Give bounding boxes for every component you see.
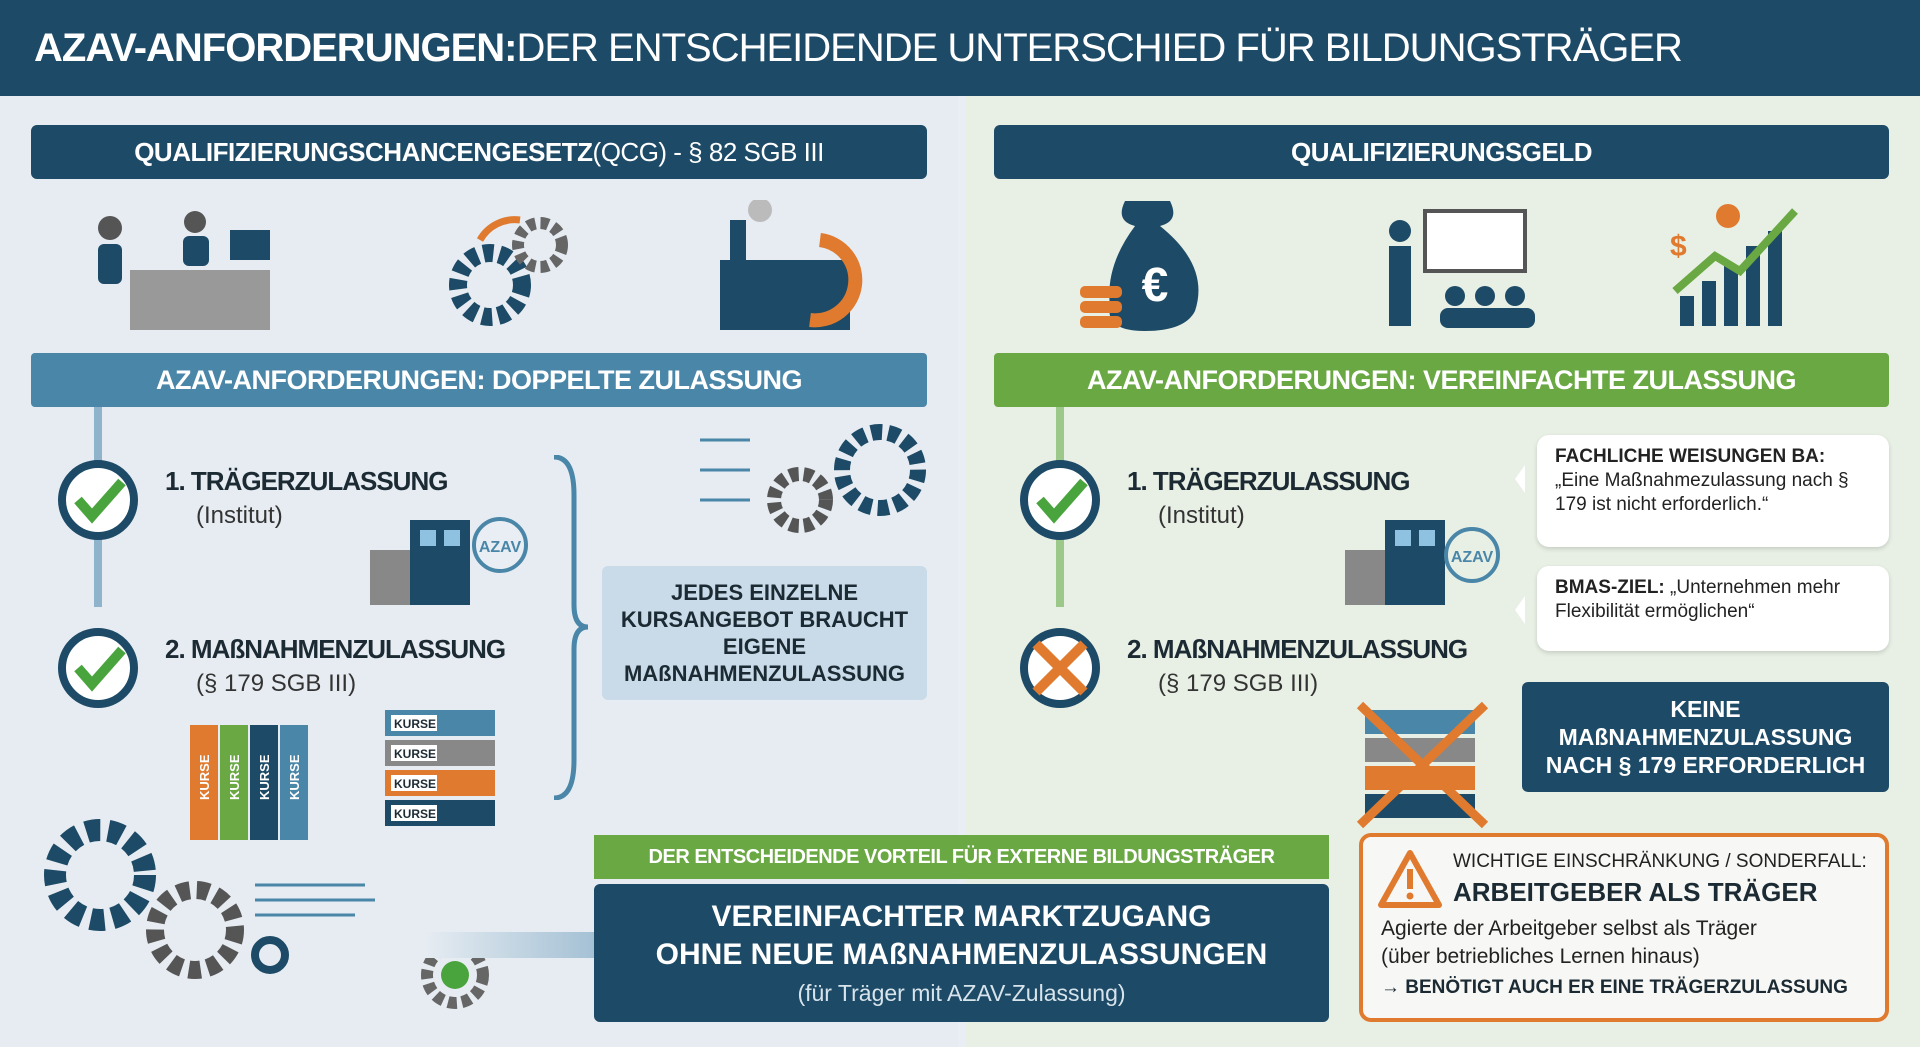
warning-icon [1378, 850, 1442, 908]
warning-text3: → BENÖTIGT AUCH ER EINE TRÄGERZULASSUNG [1381, 977, 1848, 998]
item-sub: (§ 179 SGB III) [1158, 670, 1319, 697]
bottom-label: DER ENTSCHEIDENDE VORTEIL FÜR EXTERNE BI… [594, 835, 1329, 879]
bracket [553, 455, 589, 800]
item-title: 1. TRÄGERZULASSUNG [165, 466, 448, 496]
svg-text:€: € [1142, 259, 1169, 312]
bottom-sub: (für Träger mit AZAV-Zulassung) [797, 980, 1126, 1006]
binder-label: KURSE [394, 777, 436, 791]
ba-bubble-title: FACHLICHE WEISUNGEN BA: [1555, 446, 1826, 467]
binder-label: KURSE [227, 754, 242, 800]
building-icon: AZAV [1345, 520, 1500, 605]
qcg-header: QUALIFIZIERUNGSCHANCENGESETZ (QCG) - § 8… [31, 125, 927, 179]
check-icon [1020, 460, 1100, 540]
warning-text1: Agierte der Arbeitgeber selbst als Träge… [1381, 917, 1757, 940]
right-band: AZAV-ANFORDERUNGEN: VEREINFACHTE ZULASSU… [994, 353, 1889, 407]
binder-label: KURSE [257, 754, 272, 800]
presentation-icon [1389, 209, 1535, 328]
bmas-bubble: BMAS-ZIEL: „Unternehmen mehr Flexibilitä… [1515, 566, 1889, 651]
azav-stamp: AZAV [479, 539, 522, 556]
page-title: AZAV-ANFORDERUNGEN: DER ENTSCHEIDENDE UN… [0, 0, 1920, 96]
check-icon [58, 628, 138, 708]
bmas-bubble-title: BMAS-ZIEL: [1555, 577, 1665, 598]
bottom-box: VEREINFACHTER MARKTZUGANG OHNE NEUE MAßN… [594, 884, 1329, 1022]
gears-circuit-icon [44, 819, 489, 1009]
consultation-icon [98, 211, 270, 330]
qcg-header-bold: QUALIFIZIERUNGSCHANCENGESETZ [134, 136, 593, 167]
bmas-bubble-text: „Unternehmen mehr Flexibilität ermöglich… [1555, 577, 1841, 622]
title-rest: DER ENTSCHEIDENDE UNTERSCHIED FÜR BILDUN… [516, 25, 1682, 70]
binder-label: KURSE [394, 807, 436, 821]
warning-text2: (über betriebliches Lernen hinaus) [1381, 945, 1700, 968]
warning-title: ARBEITGEBER ALS TRÄGER [1453, 877, 1818, 907]
growth-chart-icon: $ [1670, 204, 1798, 326]
item-sub: (Institut) [196, 502, 283, 529]
binders-icon: KURSE KURSE KURSE KURSE KURSE KURSE KURS… [190, 710, 495, 840]
azav-stamp: AZAV [1451, 549, 1494, 566]
network-gears-icon [700, 424, 926, 533]
arrow-right-icon [425, 910, 650, 980]
building-icon: AZAV [370, 517, 528, 605]
qg-header: QUALIFIZIERUNGSGELD [994, 125, 1889, 179]
item-title: 2. MAßNAHMENZULASSUNG [1127, 634, 1468, 664]
item-sub: (Institut) [1158, 502, 1245, 529]
left-note: JEDES EINZELNE KURSANGEBOT BRAUCHT EIGEN… [602, 566, 927, 700]
qcg-header-rest: (QCG) - § 82 SGB III [592, 136, 825, 167]
qcg-icons [98, 200, 863, 330]
warning-box: WICHTIGE EINSCHRÄNKUNG / SONDERFALL: ARB… [1359, 833, 1889, 1022]
binder-label: KURSE [394, 747, 436, 761]
cross-icon [1020, 628, 1100, 708]
bottom-line1: VEREINFACHTER MARKTZUGANG [711, 900, 1212, 933]
gears-icon [449, 216, 568, 326]
check-icon [58, 460, 138, 540]
factory-icon [720, 200, 863, 330]
left-band: AZAV-ANFORDERUNGEN: DOPPELTE ZULASSUNG [31, 353, 927, 407]
item-sub: (§ 179 SGB III) [196, 670, 357, 697]
qg-icons: € $ [1080, 201, 1798, 331]
binder-label: KURSE [394, 717, 436, 731]
crossed-binders-icon [1356, 701, 1489, 829]
item-title: 2. MAßNAHMENZULASSUNG [165, 634, 506, 664]
svg-text:$: $ [1670, 230, 1687, 263]
binder-label: KURSE [287, 754, 302, 800]
item-title: 1. TRÄGERZULASSUNG [1127, 466, 1410, 496]
warning-label: WICHTIGE EINSCHRÄNKUNG / SONDERFALL: [1453, 851, 1867, 872]
keine-box: KEINE MAßNAHMENZULASSUNG NACH § 179 ERFO… [1522, 682, 1889, 792]
ba-bubble-text: „Eine Maßnahmezulassung nach § 179 ist n… [1555, 470, 1849, 515]
ba-bubble: FACHLICHE WEISUNGEN BA: „Eine Maßnahmezul… [1515, 435, 1889, 547]
binder-label: KURSE [197, 754, 212, 800]
title-bold: AZAV-ANFORDERUNGEN: [34, 25, 517, 70]
money-bag-icon: € [1080, 201, 1199, 331]
bottom-line2: OHNE NEUE MAßNAHMENZULASSUNGEN [655, 938, 1268, 971]
